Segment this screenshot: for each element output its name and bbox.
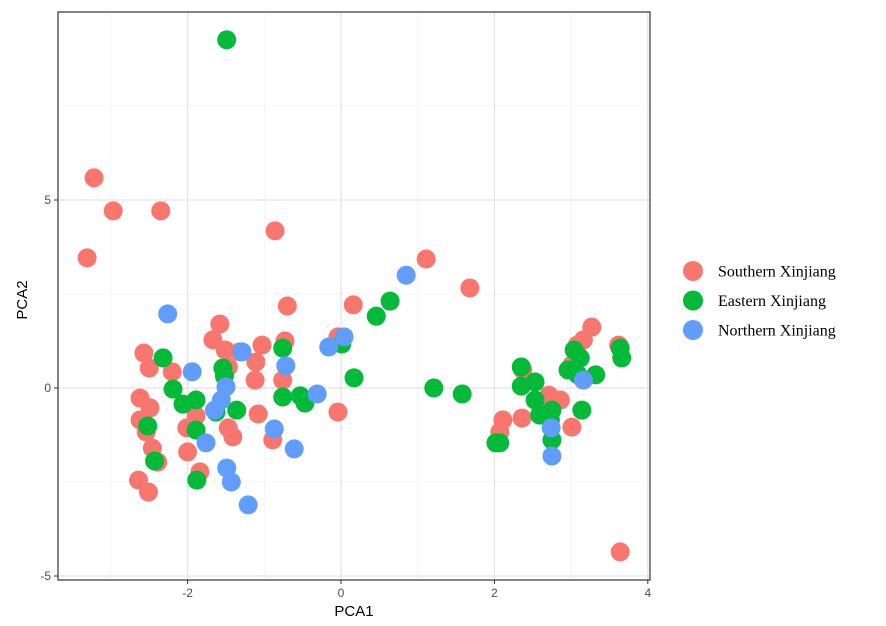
point-eastern-xinjiang [273, 387, 293, 407]
point-eastern-xinjiang [227, 400, 247, 420]
point-southern-xinjiang [273, 370, 293, 390]
plot-panel-border [57, 11, 651, 581]
point-northern-xinjiang [196, 433, 216, 453]
legend-key-southern-xinjiang [683, 261, 703, 281]
point-southern-xinjiang [223, 427, 243, 447]
points-layer [77, 30, 632, 562]
legend-key-eastern-xinjiang [683, 290, 703, 311]
point-eastern-xinjiang [612, 348, 632, 368]
x-tick-label: 4 [644, 586, 651, 600]
point-southern-xinjiang [138, 482, 158, 502]
legend: Southern Xinjiang Eastern Xinjiang Norther… [683, 261, 836, 340]
x-tick-label: 2 [491, 586, 498, 600]
point-northern-xinjiang [396, 265, 416, 285]
point-northern-xinjiang [319, 337, 339, 357]
point-eastern-xinjiang [290, 386, 310, 406]
point-northern-xinjiang [221, 472, 241, 492]
legend-label-northern-xinjiang: Northern Xinjiang [718, 323, 836, 340]
point-southern-xinjiang [77, 248, 97, 268]
point-southern-xinjiang [84, 168, 104, 188]
point-eastern-xinjiang [186, 420, 206, 440]
point-southern-xinjiang [245, 370, 265, 390]
point-northern-xinjiang [232, 342, 252, 362]
y-tick-label: 5 [44, 193, 51, 207]
point-southern-xinjiang [265, 221, 285, 241]
point-southern-xinjiang [343, 295, 363, 315]
x-tick-label: -2 [182, 586, 193, 600]
point-eastern-xinjiang [380, 291, 400, 311]
point-southern-xinjiang [246, 352, 266, 372]
point-eastern-xinjiang [344, 368, 364, 388]
point-eastern-xinjiang [145, 451, 165, 471]
axis-ticks: -2 0 2 4 -5 0 5 [40, 193, 651, 600]
y-axis-label: PCA2 [14, 280, 31, 319]
legend-label-eastern-xinjiang: Eastern Xinjiang [718, 293, 826, 310]
point-southern-xinjiang [582, 317, 602, 337]
point-northern-xinjiang [158, 304, 178, 324]
point-northern-xinjiang [204, 400, 224, 420]
x-tick-label: 0 [338, 586, 345, 600]
point-southern-xinjiang [103, 201, 123, 221]
point-southern-xinjiang [248, 404, 268, 424]
point-eastern-xinjiang [273, 338, 293, 358]
point-northern-xinjiang [573, 370, 593, 390]
point-southern-xinjiang [162, 362, 182, 382]
legend-key-northern-xinjiang [683, 320, 703, 340]
point-southern-xinjiang [252, 335, 272, 355]
point-eastern-xinjiang [138, 416, 158, 436]
point-southern-xinjiang [139, 358, 159, 378]
point-southern-xinjiang [151, 201, 171, 221]
point-eastern-xinjiang [525, 372, 545, 392]
point-southern-xinjiang [416, 249, 436, 269]
point-southern-xinjiang [460, 278, 480, 298]
point-northern-xinjiang [264, 419, 284, 439]
point-eastern-xinjiang [572, 400, 592, 420]
point-southern-xinjiang [277, 296, 297, 316]
point-northern-xinjiang [182, 362, 202, 382]
point-southern-xinjiang [610, 542, 630, 562]
point-northern-xinjiang [276, 356, 296, 376]
point-eastern-xinjiang [490, 433, 510, 453]
point-southern-xinjiang [134, 343, 154, 363]
point-northern-xinjiang [238, 495, 258, 515]
point-northern-xinjiang [542, 446, 562, 466]
point-eastern-xinjiang [163, 379, 183, 399]
x-axis-label: PCA1 [334, 603, 373, 620]
point-southern-xinjiang [215, 340, 235, 360]
point-northern-xinjiang [284, 439, 304, 459]
point-eastern-xinjiang [525, 390, 545, 410]
point-southern-xinjiang [178, 442, 198, 462]
point-eastern-xinjiang [570, 348, 590, 368]
point-eastern-xinjiang [153, 348, 173, 368]
point-southern-xinjiang [512, 408, 532, 428]
legend-label-southern-xinjiang: Southern Xinjiang [718, 264, 836, 281]
point-northern-xinjiang [334, 327, 354, 347]
point-eastern-xinjiang [366, 306, 386, 326]
point-eastern-xinjiang [452, 384, 472, 404]
point-eastern-xinjiang [187, 470, 207, 490]
point-southern-xinjiang [562, 417, 582, 437]
point-southern-xinjiang [328, 402, 348, 422]
point-eastern-xinjiang [186, 390, 206, 410]
point-eastern-xinjiang [511, 357, 531, 377]
point-northern-xinjiang [307, 384, 327, 404]
y-tick-label: -5 [40, 569, 51, 583]
point-eastern-xinjiang [217, 30, 237, 50]
point-northern-xinjiang [541, 418, 561, 438]
point-southern-xinjiang [210, 314, 230, 334]
y-tick-label: 0 [44, 381, 51, 395]
point-eastern-xinjiang [424, 378, 444, 398]
point-southern-xinjiang [186, 406, 206, 426]
